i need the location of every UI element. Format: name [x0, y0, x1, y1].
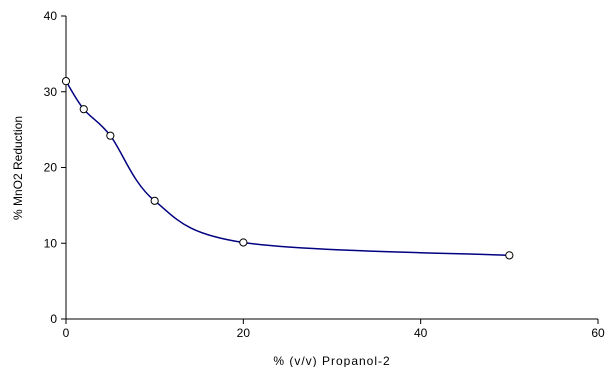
- x-tick-label: 40: [414, 326, 428, 340]
- y-tick-label: 20: [44, 161, 58, 175]
- y-tick-label: 30: [44, 85, 58, 99]
- y-tick-label: 0: [50, 312, 57, 326]
- x-axis-title: % (v/v) Propanol-2: [273, 354, 390, 367]
- x-tick-label: 0: [63, 326, 70, 340]
- data-point-marker: [79, 105, 88, 114]
- x-axis-ticks: 0 20 40 60: [63, 319, 605, 340]
- data-point-marker: [61, 77, 71, 86]
- data-point-marker: [505, 251, 514, 260]
- y-axis-title: % MnO2 Reduction: [11, 116, 25, 220]
- y-axis-ticks: 0 10 20 30 40: [44, 9, 66, 326]
- y-tick-label: 10: [44, 236, 58, 250]
- x-tick-label: 20: [237, 326, 251, 340]
- series-line: [65, 80, 510, 257]
- data-point-marker: [106, 131, 115, 140]
- data-point-marker: [239, 238, 248, 247]
- x-tick-label: 60: [591, 326, 605, 340]
- y-tick-label: 40: [44, 9, 58, 23]
- data-point-marker: [150, 196, 159, 205]
- series-layer: [61, 77, 514, 260]
